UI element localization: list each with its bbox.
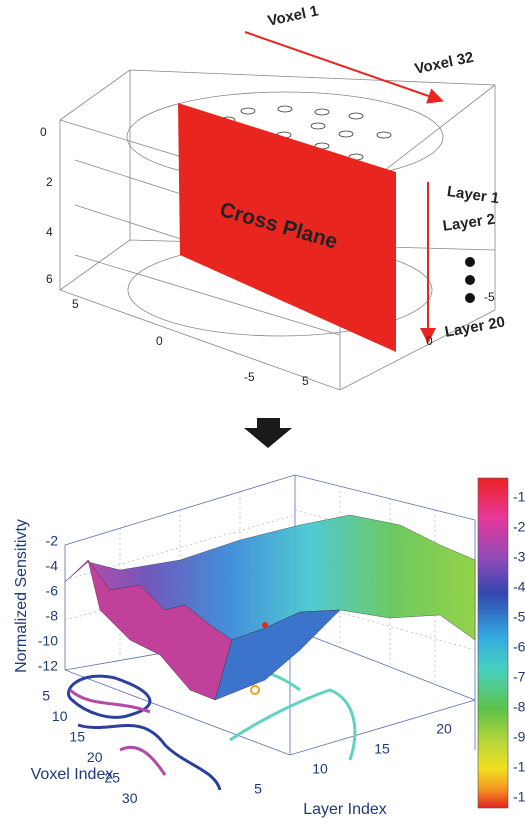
figure: Voxel 1 Voxel 32 Cross Plane Layer 1 Lay… bbox=[0, 0, 525, 823]
tick-label: 25 bbox=[104, 770, 120, 786]
colorbar-label: -9 bbox=[513, 729, 525, 745]
colorbar-label: -5 bbox=[513, 609, 525, 625]
colorbar-label: -3 bbox=[513, 549, 525, 565]
label: Voxel 1 bbox=[266, 2, 320, 29]
dot bbox=[465, 293, 475, 303]
tick-label: 5 bbox=[302, 374, 309, 388]
tick-label: -12 bbox=[38, 658, 58, 674]
tick-label: 5 bbox=[72, 297, 79, 311]
top-diagram: Voxel 1 Voxel 32 Cross Plane Layer 1 Lay… bbox=[40, 2, 506, 390]
tick-label: -5 bbox=[244, 370, 255, 384]
tick-label: 0 bbox=[156, 334, 163, 348]
tick-label: 20 bbox=[87, 749, 103, 765]
tick-label: -8 bbox=[46, 608, 59, 624]
tick-label: -10 bbox=[38, 633, 58, 649]
bottom-plot: Normalized Sensitivty Voxel Index Layer … bbox=[13, 475, 508, 818]
colorbar bbox=[478, 478, 508, 808]
axis-label: Voxel Index bbox=[31, 766, 114, 783]
colorbar-label: -4 bbox=[513, 579, 525, 595]
dot bbox=[465, 275, 475, 285]
tick-label: 6 bbox=[46, 272, 53, 286]
colorbar-label: -6 bbox=[513, 639, 525, 655]
colorbar-label: -7 bbox=[513, 669, 525, 685]
tick-label: 2 bbox=[46, 175, 53, 189]
tick-label: -2 bbox=[46, 533, 59, 549]
tick-label: 5 bbox=[254, 781, 262, 797]
label: Layer 20 bbox=[443, 314, 506, 341]
label: Layer 1 bbox=[446, 183, 500, 207]
tick-label: -4 bbox=[46, 558, 59, 574]
tick-label: 5 bbox=[42, 688, 50, 704]
peak bbox=[262, 622, 268, 628]
tick-label: 30 bbox=[122, 790, 138, 806]
contour bbox=[251, 686, 259, 694]
tick-label: 10 bbox=[52, 708, 68, 724]
tick-label: 4 bbox=[46, 225, 53, 239]
tick-label: -6 bbox=[46, 583, 59, 599]
colorbar-label: -1 bbox=[513, 489, 525, 505]
tick-label: 15 bbox=[374, 741, 390, 757]
tick-label: 0 bbox=[426, 334, 433, 348]
colorbar-label: -11 bbox=[513, 789, 525, 805]
tick-label: 15 bbox=[69, 729, 85, 745]
axis-label: Normalized Sensitivty bbox=[13, 519, 30, 673]
axis-label: Layer Index bbox=[303, 801, 387, 818]
dot bbox=[465, 257, 475, 267]
colorbar-label: -10 bbox=[513, 759, 525, 775]
tick-label: 20 bbox=[436, 721, 452, 737]
label: Voxel 32 bbox=[413, 49, 475, 78]
tick-label: 10 bbox=[312, 761, 328, 777]
voxel-arrow bbox=[245, 32, 440, 100]
colorbar-label: -8 bbox=[513, 699, 525, 715]
down-arrow bbox=[244, 418, 292, 448]
label: Layer 2 bbox=[442, 211, 496, 235]
colorbar-label: -2 bbox=[513, 519, 525, 535]
tick-label: -5 bbox=[484, 290, 495, 304]
tick-label: 0 bbox=[40, 125, 47, 139]
